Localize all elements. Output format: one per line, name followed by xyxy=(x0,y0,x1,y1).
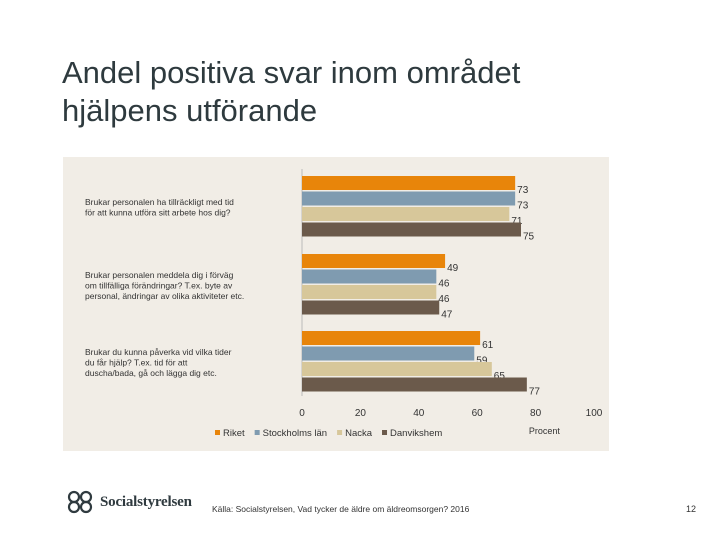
bar xyxy=(302,300,440,315)
bar xyxy=(302,346,475,361)
data-label: 46 xyxy=(438,294,450,305)
legend-swatch xyxy=(215,430,220,435)
bar xyxy=(302,285,437,299)
category-label: Brukar personalen meddela dig i förväg xyxy=(85,270,234,280)
data-label: 73 xyxy=(517,201,529,212)
logo-text: Socialstyrelsen xyxy=(100,493,192,510)
x-tick-label: 80 xyxy=(530,408,542,419)
bar-chart: 0 20 40 60 80 100 Procent Brukar personalen ha … xyxy=(85,169,603,439)
title-line-2: hjälpens utförande xyxy=(62,93,318,128)
category-label: du får hjälp? T.ex. tid för att xyxy=(85,358,188,368)
category-label: om tillfälliga förändringar? T.ex. byte … xyxy=(85,281,233,291)
data-label: 61 xyxy=(482,340,494,351)
category-label: personal, ändringar av olika aktiviteter… xyxy=(85,291,244,301)
legend-swatch xyxy=(254,430,260,435)
data-label: 75 xyxy=(523,232,535,243)
data-label: 46 xyxy=(438,279,450,290)
socialstyrelsen-logo: Socialstyrelsen xyxy=(66,488,192,516)
category-label: Brukar personalen ha tillräckligt med ti… xyxy=(85,197,234,207)
source-note: Källa: Socialstyrelsen, Vad tycker de äl… xyxy=(212,504,470,514)
bar xyxy=(302,377,527,392)
x-axis-title: Procent xyxy=(529,426,561,436)
x-tick-label: 60 xyxy=(472,408,484,419)
x-tick-label: 100 xyxy=(586,408,603,419)
data-label: 73 xyxy=(517,185,529,196)
data-label: 49 xyxy=(447,263,459,274)
data-label: 71 xyxy=(511,216,523,227)
legend-swatch xyxy=(382,430,388,435)
legend-swatch xyxy=(337,430,343,435)
chart-panel: 0 20 40 60 80 100 Procent Brukar personalen ha … xyxy=(63,157,609,451)
bar xyxy=(302,176,516,190)
title-line-1: Andel positiva svar inom området xyxy=(62,55,521,90)
x-tick-label: 20 xyxy=(355,408,367,419)
logo-emblem-icon xyxy=(67,490,93,514)
category-label: för att kunna utföra sitt arbete hos dig… xyxy=(85,208,231,218)
legend-label: Nacka xyxy=(345,428,373,439)
bar xyxy=(302,222,521,237)
data-label: 47 xyxy=(441,310,453,321)
bar xyxy=(302,331,481,345)
bar xyxy=(302,191,516,206)
bar xyxy=(302,254,446,268)
page-number: 12 xyxy=(686,504,697,514)
x-tick-label: 40 xyxy=(413,408,425,419)
category-label: Brukar du kunna påverka vid vilka tider xyxy=(85,347,232,357)
x-tick-label: 0 xyxy=(299,408,305,419)
bar xyxy=(302,207,510,221)
legend-label: Stockholms län xyxy=(263,428,327,439)
slide-title: Andel positiva svar inom området hjälpen… xyxy=(62,54,682,130)
bar xyxy=(302,362,492,376)
category-label: duscha/bada, gå och lägga dig etc. xyxy=(85,368,217,378)
bar xyxy=(302,269,437,284)
data-label: 77 xyxy=(529,387,541,398)
legend-label: Danvikshem xyxy=(390,428,442,439)
data-label: 65 xyxy=(494,371,506,382)
legend-label: Riket xyxy=(223,428,245,439)
data-label: 59 xyxy=(476,356,488,367)
